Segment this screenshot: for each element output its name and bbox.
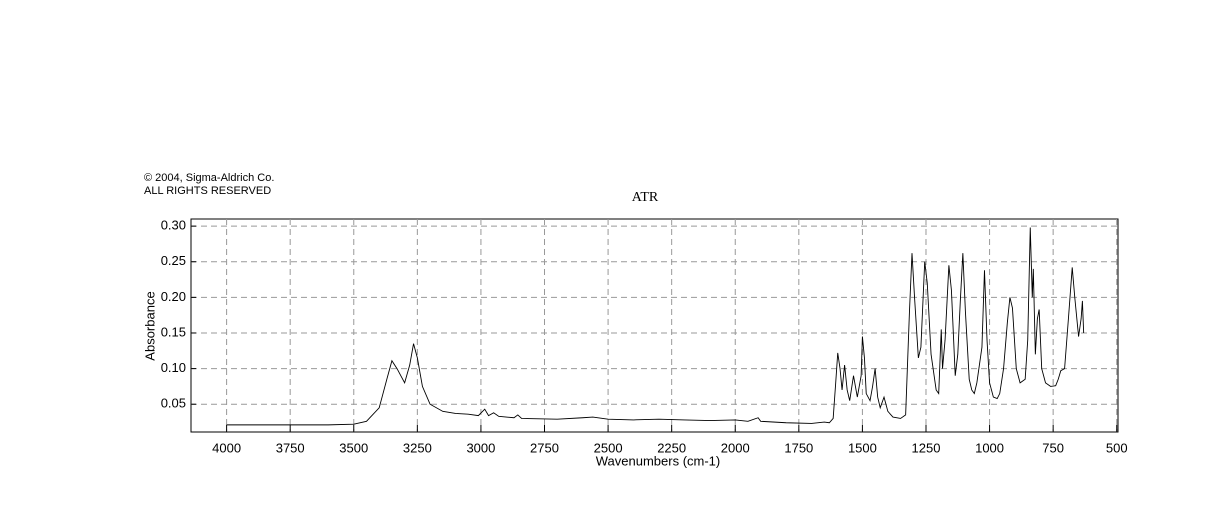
chart-title: ATR [632,190,659,205]
y-tick-label: 0.25 [161,253,186,268]
x-tick-label: 2500 [594,440,623,455]
x-tick-label: 2000 [721,440,750,455]
x-tick-label: 2250 [657,440,686,455]
x-tick-label: 1000 [975,440,1004,455]
x-tick-label: 2750 [530,440,559,455]
x-tick-label: 4000 [212,440,241,455]
x-tick-label: 1250 [912,440,941,455]
x-tick-label: 3750 [276,440,305,455]
x-tick-label: 3250 [403,440,432,455]
spectrum-line [226,227,1085,426]
x-tick-label: 3500 [339,440,368,455]
copyright: © 2004, Sigma-Aldrich Co. [144,172,274,184]
x-axis-label: Wavenumbers (cm-1) [596,453,720,468]
y-tick-label: 0.30 [161,218,186,233]
y-tick-label: 0.15 [161,324,186,339]
x-tick-label: 750 [1042,440,1064,455]
rights: ALL RIGHTS RESERVED [144,185,271,197]
y-tick-label: 0.10 [161,360,186,375]
x-tick-label: 1500 [848,440,877,455]
y-axis-label: Absorbance [142,291,157,360]
y-tick-label: 0.05 [161,396,186,411]
x-tick-label: 3000 [466,440,495,455]
y-tick-label: 0.20 [161,289,186,304]
x-tick-label: 500 [1106,440,1128,455]
x-tick-label: 1750 [784,440,813,455]
plot-frame [190,218,1119,433]
